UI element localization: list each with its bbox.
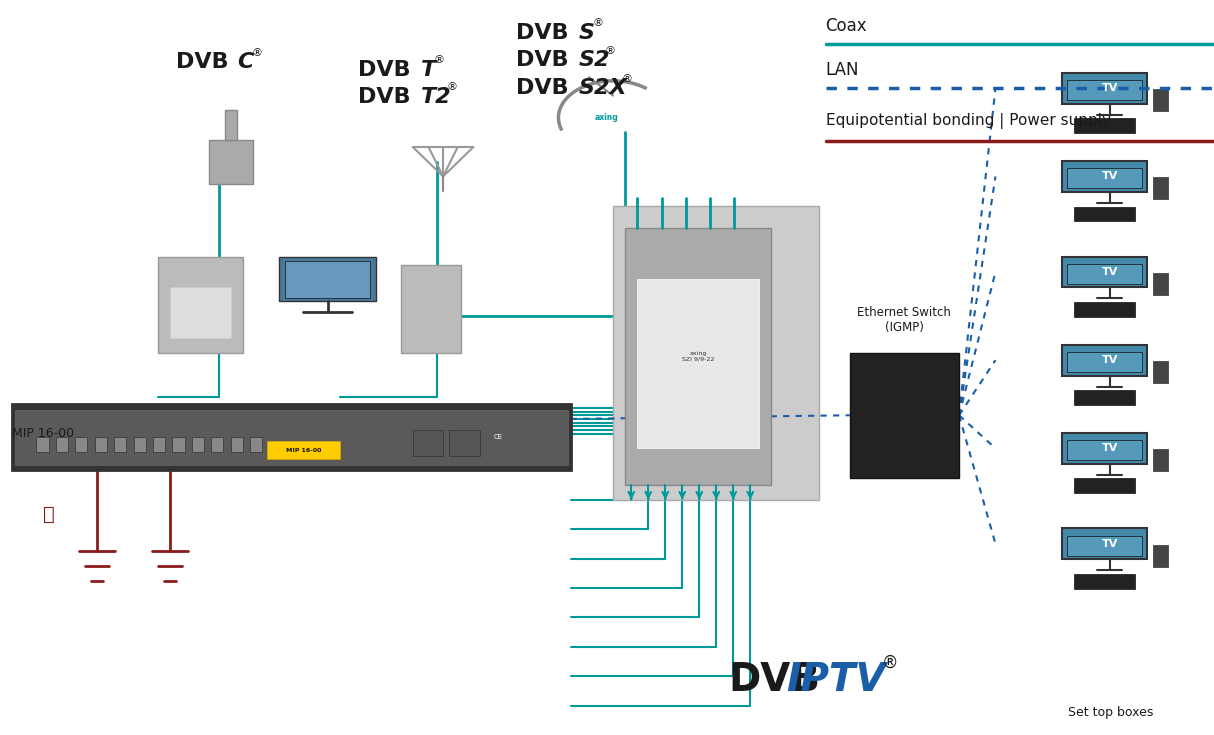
Bar: [1062, 433, 1147, 464]
Text: DVB: DVB: [516, 50, 568, 71]
Text: ®: ®: [433, 55, 444, 65]
Bar: [1067, 264, 1142, 284]
Bar: [413, 430, 443, 456]
Text: ®: ®: [605, 46, 615, 56]
Text: T: T: [421, 60, 436, 80]
Bar: [231, 437, 243, 452]
Bar: [95, 437, 107, 452]
Bar: [279, 257, 376, 301]
Text: S2X: S2X: [579, 78, 628, 98]
Text: LAN: LAN: [826, 61, 860, 79]
Bar: [1153, 273, 1168, 295]
Text: CE: CE: [493, 434, 503, 440]
Text: Coax: Coax: [826, 17, 867, 35]
Text: ®: ®: [622, 74, 632, 84]
Text: Equipotential bonding | Power supply: Equipotential bonding | Power supply: [826, 113, 1111, 129]
Bar: [1074, 574, 1135, 589]
Text: DVB: DVB: [358, 60, 410, 80]
Text: TV: TV: [1101, 267, 1118, 277]
Text: Ethernet Switch
(IGMP): Ethernet Switch (IGMP): [857, 306, 952, 334]
Bar: [1153, 545, 1168, 567]
Bar: [1062, 345, 1147, 376]
Text: axing: axing: [595, 113, 619, 122]
Bar: [192, 437, 204, 452]
Text: TV: TV: [1101, 355, 1118, 365]
Bar: [56, 437, 68, 452]
Text: ®: ®: [881, 654, 898, 672]
Bar: [158, 257, 243, 353]
Bar: [1074, 390, 1135, 405]
Bar: [36, 437, 49, 452]
Bar: [1067, 536, 1142, 556]
Bar: [172, 437, 185, 452]
Bar: [613, 206, 819, 500]
Bar: [170, 287, 231, 338]
Bar: [850, 353, 959, 478]
Bar: [1067, 352, 1142, 372]
Bar: [1074, 118, 1135, 133]
Text: T2: T2: [421, 87, 452, 107]
Bar: [153, 437, 165, 452]
Text: C: C: [237, 52, 253, 73]
Text: DVB: DVB: [728, 661, 821, 699]
Bar: [1153, 449, 1168, 471]
Bar: [1067, 168, 1142, 188]
Bar: [1067, 80, 1142, 100]
Bar: [1074, 478, 1135, 493]
Text: ®: ®: [251, 48, 262, 58]
Bar: [1062, 528, 1147, 559]
Bar: [267, 441, 340, 459]
Text: ®: ®: [592, 18, 603, 29]
Text: TV: TV: [1101, 443, 1118, 453]
Bar: [449, 430, 480, 456]
Text: ®: ®: [447, 82, 458, 93]
Bar: [250, 437, 262, 452]
Text: Set top boxes: Set top boxes: [1068, 706, 1153, 720]
Bar: [12, 404, 571, 470]
Bar: [625, 228, 771, 485]
Bar: [75, 437, 87, 452]
Bar: [12, 404, 571, 470]
Text: IPTV: IPTV: [787, 661, 886, 699]
Bar: [637, 279, 759, 448]
Bar: [1153, 89, 1168, 111]
Bar: [15, 410, 568, 465]
Bar: [114, 437, 126, 452]
Bar: [1074, 207, 1135, 221]
Text: S2: S2: [579, 50, 611, 71]
Bar: [1074, 302, 1135, 317]
Bar: [1062, 161, 1147, 192]
Bar: [209, 140, 253, 184]
Bar: [225, 110, 237, 140]
Text: DVB: DVB: [176, 52, 228, 73]
Bar: [134, 437, 146, 452]
Text: ⏚: ⏚: [42, 505, 55, 524]
Text: S: S: [579, 23, 595, 43]
Text: TV: TV: [1101, 83, 1118, 93]
Bar: [1153, 177, 1168, 199]
Text: DVB: DVB: [516, 23, 568, 43]
Text: TV: TV: [1101, 539, 1118, 549]
Bar: [401, 265, 461, 353]
Bar: [1153, 361, 1168, 383]
Text: axing
SZI 9/9-22: axing SZI 9/9-22: [682, 351, 714, 362]
Text: MIP 16-00: MIP 16-00: [285, 448, 322, 453]
Bar: [1062, 73, 1147, 104]
Text: DVB: DVB: [516, 78, 568, 98]
Text: TV: TV: [1101, 171, 1118, 182]
Text: MIP 16-00: MIP 16-00: [12, 427, 74, 440]
Bar: [1062, 257, 1147, 287]
Text: DVB: DVB: [358, 87, 410, 107]
Bar: [1067, 440, 1142, 460]
Bar: [211, 437, 223, 452]
Bar: [285, 261, 370, 298]
